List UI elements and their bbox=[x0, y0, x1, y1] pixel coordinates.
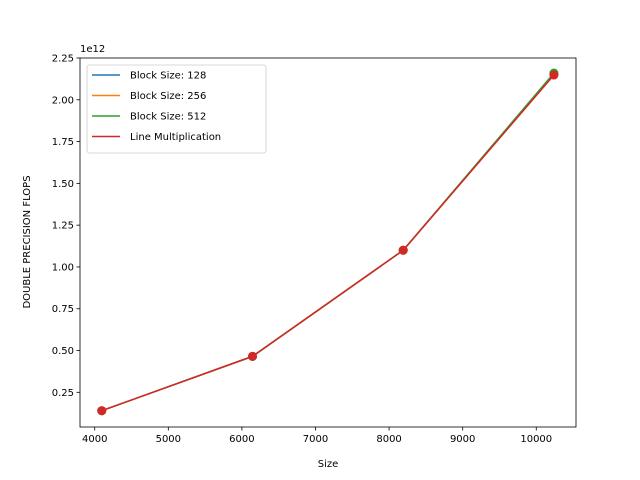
x-tick-label: 8000 bbox=[376, 434, 401, 445]
y-tick-label: 0.50 bbox=[52, 346, 74, 357]
x-tick-label: 6000 bbox=[229, 434, 254, 445]
y-tick-label: 2.00 bbox=[52, 95, 74, 106]
y-tick-label: 2.25 bbox=[52, 54, 74, 65]
legend-label: Block Size: 256 bbox=[130, 91, 206, 102]
legend-label: Block Size: 512 bbox=[130, 112, 206, 123]
x-tick-label: 9000 bbox=[450, 434, 475, 445]
y-tick-label: 1.00 bbox=[52, 262, 74, 273]
series-4-point bbox=[549, 70, 559, 80]
series-4-point bbox=[248, 351, 257, 361]
legend: Block Size: 128 Block Size: 256 Block Size… bbox=[86, 64, 267, 154]
y-tick-label: 0.75 bbox=[52, 304, 74, 315]
axes-frame bbox=[79, 57, 577, 428]
y-tick-label: 1.50 bbox=[52, 179, 74, 190]
y-tick-label: 1.25 bbox=[52, 221, 74, 232]
x-tick-label: 10000 bbox=[520, 434, 552, 445]
legend-label: Line Multiplication bbox=[130, 132, 221, 143]
x-axis-label: Size bbox=[318, 459, 339, 470]
legend-box bbox=[86, 64, 267, 154]
plot-markers bbox=[97, 68, 559, 416]
y-offset-label: 1e12 bbox=[80, 44, 105, 55]
x-tick-label: 7000 bbox=[303, 434, 328, 445]
x-tick-label: 4000 bbox=[82, 434, 107, 445]
series-4-point bbox=[398, 245, 408, 255]
y-axis-label: DOUBLE PRECISION FLOPS bbox=[22, 175, 33, 308]
y-tick-label: 0.25 bbox=[52, 388, 74, 399]
axis-ticks: 4000 5000 6000 7000 8000 9000 10000 0.25 0.50 0.7… bbox=[52, 54, 552, 446]
x-tick-label: 5000 bbox=[156, 434, 181, 445]
series-4-point bbox=[97, 406, 107, 416]
plot-lines bbox=[101, 72, 555, 412]
legend-label: Block Size: 128 bbox=[130, 71, 206, 82]
series-line-4 bbox=[101, 74, 555, 412]
y-tick-label: 1.75 bbox=[52, 137, 74, 148]
